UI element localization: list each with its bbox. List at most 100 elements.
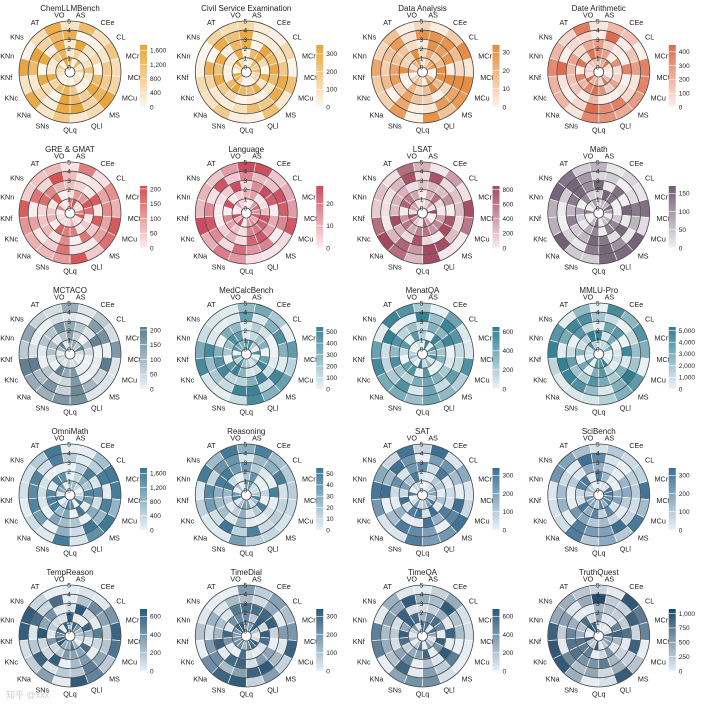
- category-label: KNn: [176, 193, 190, 202]
- category-label: MCr: [126, 616, 140, 625]
- ring-label: 3: [596, 178, 600, 185]
- colorbar-tick-label: 10: [503, 86, 511, 93]
- category-label: KNf: [0, 637, 12, 646]
- category-label: MCu: [122, 234, 137, 243]
- ring-label: 4: [67, 28, 71, 35]
- category-label: MCr: [302, 52, 316, 61]
- colorbar-tick-label: 1,600: [150, 471, 167, 478]
- category-label: MS: [638, 674, 649, 683]
- category-label: KNf: [529, 496, 541, 505]
- ring-label: 4: [243, 451, 247, 458]
- category-label: CEe: [101, 441, 115, 450]
- category-label: KNc: [357, 657, 371, 666]
- colorbar-tick-label: 200: [503, 650, 514, 657]
- ring-gridline: [222, 612, 271, 660]
- category-label: KNs: [363, 33, 377, 42]
- ring-label: 0: [420, 347, 424, 354]
- category-label: KNa: [546, 110, 560, 119]
- colorbar-tick-label: 1,000: [679, 611, 696, 618]
- ring-label: 4: [420, 28, 424, 35]
- category-label: MCr: [126, 193, 140, 202]
- category-label: KNf: [353, 214, 365, 223]
- category-label: QLl: [267, 545, 279, 554]
- category-label: MS: [638, 533, 649, 542]
- ring-gridline: [407, 339, 438, 369]
- category-label: MCr: [478, 193, 492, 202]
- category-label: KNc: [533, 657, 547, 666]
- colorbar-tick-label: 30: [503, 50, 511, 57]
- category-label: KNn: [353, 334, 367, 343]
- panel-title: OmniMath: [52, 427, 89, 436]
- category-label: MCt: [304, 496, 317, 505]
- colorbar-tick-label: 600: [503, 329, 514, 336]
- colorbar-tick-label: 400: [150, 632, 161, 639]
- category-label: KNn: [0, 475, 14, 484]
- category-label: QLq: [239, 126, 253, 135]
- ring-gridline: [593, 348, 605, 360]
- category-label: KNc: [4, 657, 18, 666]
- ring-gridline: [380, 311, 465, 397]
- ring-gridline: [593, 66, 605, 78]
- ring-label: 5: [243, 19, 247, 26]
- category-label: QLl: [91, 545, 103, 554]
- category-label: SNs: [388, 545, 402, 554]
- category-label: QLl: [267, 404, 279, 413]
- ring-gridline: [213, 461, 280, 528]
- ring-gridline: [584, 198, 614, 228]
- category-label: KNc: [357, 93, 371, 102]
- category-label: KNf: [353, 355, 365, 364]
- category-label: KNs: [363, 315, 377, 324]
- ring-gridline: [222, 471, 271, 519]
- heat-cell: [444, 626, 456, 640]
- ring-label: 5: [67, 583, 71, 590]
- category-label: KNa: [369, 110, 383, 119]
- category-label: QLq: [416, 690, 430, 699]
- colorbar-tick-label: 600: [503, 614, 514, 621]
- ring-gridline: [417, 207, 428, 219]
- category-label: CL: [469, 597, 478, 606]
- category-label: KNc: [181, 93, 195, 102]
- ring-gridline: [574, 330, 623, 378]
- category-label: AS: [76, 574, 86, 583]
- ring-gridline: [231, 621, 261, 651]
- category-label: QLl: [620, 263, 632, 272]
- category-label: MCt: [480, 214, 493, 223]
- category-label: QLl: [443, 263, 455, 272]
- category-label: MCt: [304, 355, 317, 364]
- colorbar-tick-label: 1,600: [150, 48, 167, 55]
- category-label: MCr: [302, 334, 316, 343]
- category-label: QLq: [416, 549, 430, 558]
- category-label: MCu: [651, 93, 666, 102]
- colorbar-tick-label: 800: [503, 187, 514, 194]
- category-label: AS: [428, 574, 438, 583]
- category-label: KNf: [529, 73, 541, 82]
- colorbar-tick-label: 0: [326, 527, 330, 534]
- ring-label: 4: [420, 451, 424, 458]
- colorbar: [140, 468, 147, 530]
- category-label: KNs: [10, 315, 24, 324]
- category-label: KNc: [533, 93, 547, 102]
- colorbar-tick-label: 20: [326, 505, 334, 512]
- ring-gridline: [389, 39, 456, 105]
- category-label: QLl: [620, 545, 632, 554]
- colorbar-tick-label: 200: [150, 186, 161, 193]
- ring-label: 5: [420, 160, 424, 167]
- category-label: MCu: [122, 657, 137, 666]
- category-label: MS: [285, 674, 296, 683]
- colorbar: [140, 186, 147, 248]
- colorbar-tick-label: 200: [679, 77, 690, 84]
- category-label: QLq: [63, 408, 77, 417]
- category-label: KNf: [0, 355, 12, 364]
- colorbar-tick-label: 5,000: [679, 328, 696, 335]
- ring-gridline: [204, 29, 289, 115]
- ring-gridline: [231, 198, 261, 228]
- ring-gridline: [46, 48, 94, 96]
- ring-gridline: [18, 161, 122, 265]
- colorbar: [316, 327, 324, 389]
- ring-label: 5: [243, 160, 247, 167]
- panel-title: MCTACO: [53, 286, 87, 295]
- colorbar-tick-label: 300: [679, 63, 690, 70]
- ring-label: 0: [67, 488, 71, 495]
- category-label: QLl: [620, 404, 632, 413]
